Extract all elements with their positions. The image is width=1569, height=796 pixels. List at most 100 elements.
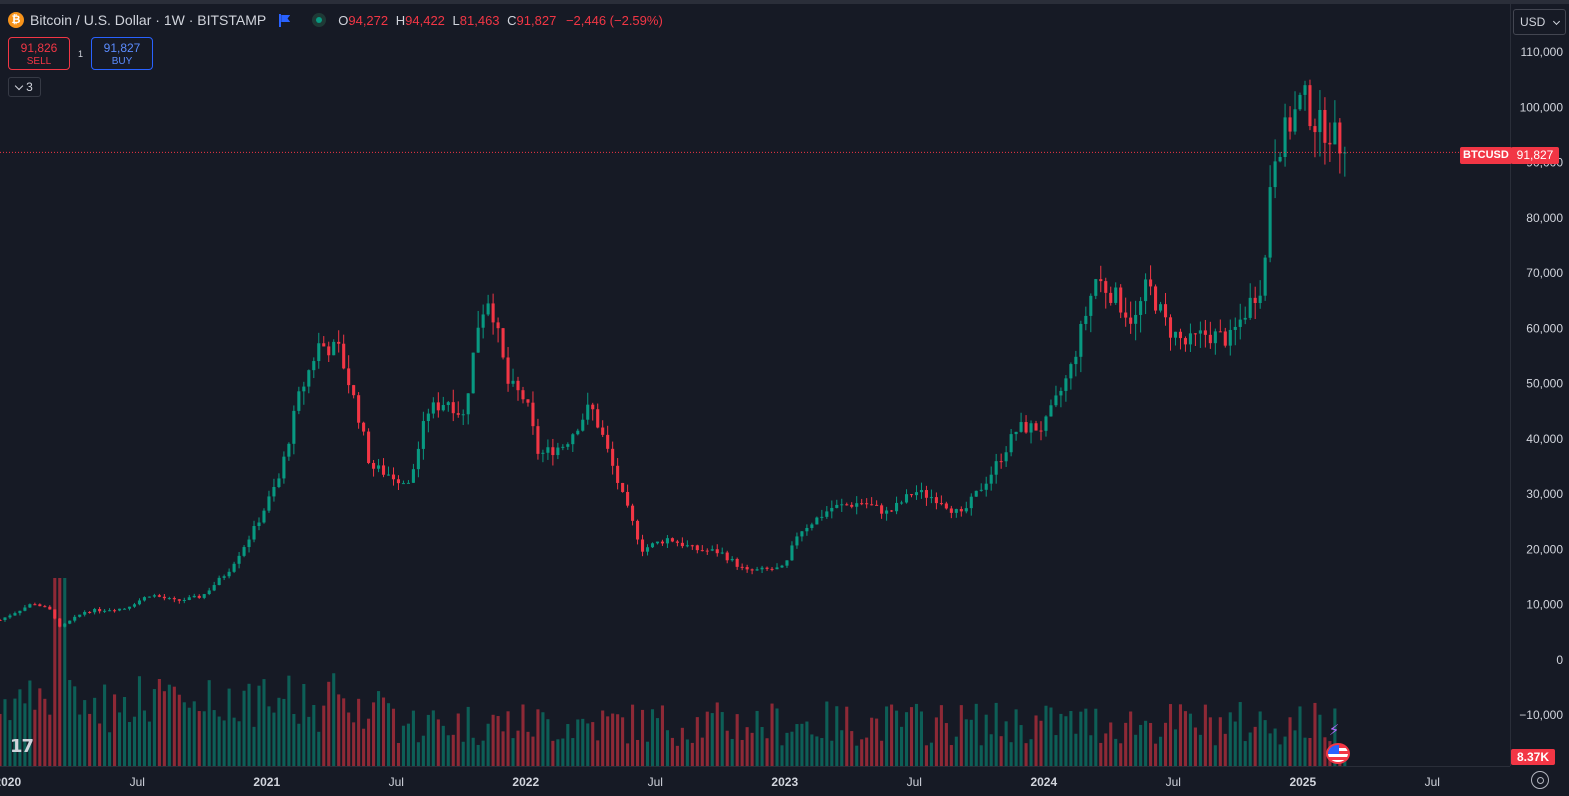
currency-select[interactable]: USD	[1513, 9, 1566, 35]
candle	[78, 614, 82, 618]
currency-value: USD	[1520, 15, 1546, 29]
volume-bar	[327, 681, 331, 766]
time-tick-label: Jul	[648, 775, 663, 789]
volume-bar	[660, 705, 664, 766]
candle	[755, 566, 759, 571]
volume-bar	[33, 709, 37, 766]
tradingview-logo-icon[interactable]: 17	[10, 736, 34, 757]
volume-bar	[1298, 706, 1302, 766]
candle	[1238, 303, 1242, 340]
candle	[521, 386, 525, 404]
volume-bar	[1039, 720, 1043, 766]
candle	[1243, 306, 1247, 325]
candle	[391, 467, 396, 486]
candle	[501, 327, 505, 360]
volume-bar	[142, 710, 146, 766]
volume-bar	[491, 714, 495, 766]
candle	[416, 441, 420, 478]
bitcoin-logo-icon: ₿	[8, 12, 24, 28]
price-tick-label: 40,000	[1526, 432, 1563, 446]
volume-bar	[785, 732, 789, 766]
candle	[1079, 320, 1083, 373]
candle	[197, 594, 201, 599]
price-axis[interactable]: 110,000100,00090,00080,00070,00060,00050…	[1510, 4, 1569, 766]
volume-bar	[441, 725, 445, 766]
candle	[685, 540, 689, 548]
us-flag-event-icon[interactable]	[1326, 743, 1350, 764]
volume-bar	[939, 705, 943, 766]
candle	[516, 376, 520, 401]
candle	[1034, 420, 1038, 431]
volume-bar	[406, 723, 410, 766]
candle	[362, 421, 366, 436]
time-axis[interactable]: 2020 Jul 2021 Jul 2022 Jul 2023 Jul 2024 Jul 2025 J…	[0, 766, 1510, 796]
candle	[1009, 428, 1013, 457]
volume-bar	[840, 730, 844, 766]
volume-bar	[591, 722, 595, 766]
volume-bar	[48, 714, 52, 766]
volume-bar	[1228, 712, 1232, 766]
candle	[347, 355, 351, 394]
volume-bar	[386, 703, 391, 766]
candle	[1223, 327, 1227, 348]
volume-bar	[1069, 711, 1073, 766]
lightning-icon[interactable]: ⚡	[1328, 722, 1340, 739]
volume-bar	[162, 691, 166, 766]
volume-bar	[88, 713, 92, 766]
candle	[192, 593, 196, 598]
candle	[880, 503, 884, 519]
candle	[147, 596, 151, 598]
candle	[1268, 165, 1272, 263]
candle	[1044, 415, 1048, 437]
candle	[262, 508, 266, 524]
candle	[1218, 319, 1222, 333]
indicators-toggle-button[interactable]: 3	[8, 77, 41, 97]
volume-bar	[601, 710, 605, 766]
candle	[1178, 328, 1183, 350]
sell-label: SELL	[26, 56, 52, 67]
candle	[182, 597, 186, 604]
volume-bar	[103, 684, 107, 766]
volume-bar	[959, 705, 963, 766]
sell-price: 91,826	[20, 41, 58, 55]
candle	[267, 490, 271, 513]
candle	[1069, 362, 1073, 390]
candle	[825, 506, 829, 519]
candle	[297, 386, 301, 415]
volume-bar	[177, 694, 181, 766]
flag-icon[interactable]	[278, 14, 290, 27]
volume-bar	[1313, 702, 1317, 766]
candle	[715, 544, 719, 557]
volume-bar	[521, 704, 525, 766]
volume-bar	[73, 686, 77, 766]
symbol-title[interactable]: Bitcoin / U.S. Dollar · 1W · BITSTAMP	[30, 12, 267, 28]
candle	[695, 544, 699, 554]
volume-bar	[626, 743, 630, 766]
candle	[431, 397, 435, 419]
volume-bar	[372, 702, 376, 766]
candle	[1119, 284, 1123, 319]
volume-bar	[192, 701, 196, 766]
volume-bar	[1074, 733, 1078, 766]
chart-plot-area[interactable]	[0, 4, 1510, 766]
volume-bar	[0, 713, 2, 766]
market-open-dot-icon[interactable]	[312, 13, 327, 27]
sell-button[interactable]: 91,826 SELL	[8, 37, 70, 70]
volume-bar	[1009, 742, 1013, 766]
volume-bar	[317, 731, 321, 766]
candle	[979, 483, 983, 492]
candle	[1253, 286, 1257, 319]
volume-bar	[566, 724, 570, 766]
candle	[1193, 333, 1197, 346]
buy-button[interactable]: 91,827 BUY	[91, 37, 153, 70]
candle	[327, 341, 331, 362]
volume-bar	[58, 578, 62, 766]
time-tick-label: 2024	[1030, 775, 1057, 789]
candle	[895, 496, 899, 515]
gear-icon[interactable]	[1531, 771, 1549, 789]
candle	[292, 405, 296, 455]
volume-bar	[1044, 705, 1048, 766]
volume-bar	[3, 699, 7, 766]
volume-bar	[770, 703, 774, 766]
candle	[172, 596, 176, 603]
